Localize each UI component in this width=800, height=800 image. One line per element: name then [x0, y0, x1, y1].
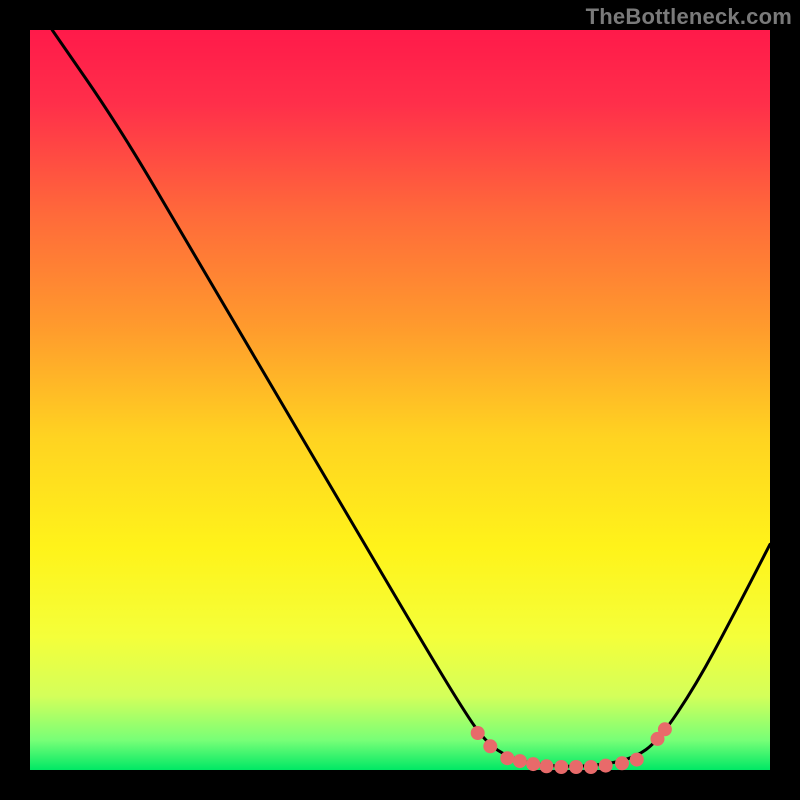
- chart-frame: TheBottleneck.com: [0, 0, 800, 800]
- plot-area: [30, 30, 770, 770]
- watermark-text: TheBottleneck.com: [586, 4, 792, 30]
